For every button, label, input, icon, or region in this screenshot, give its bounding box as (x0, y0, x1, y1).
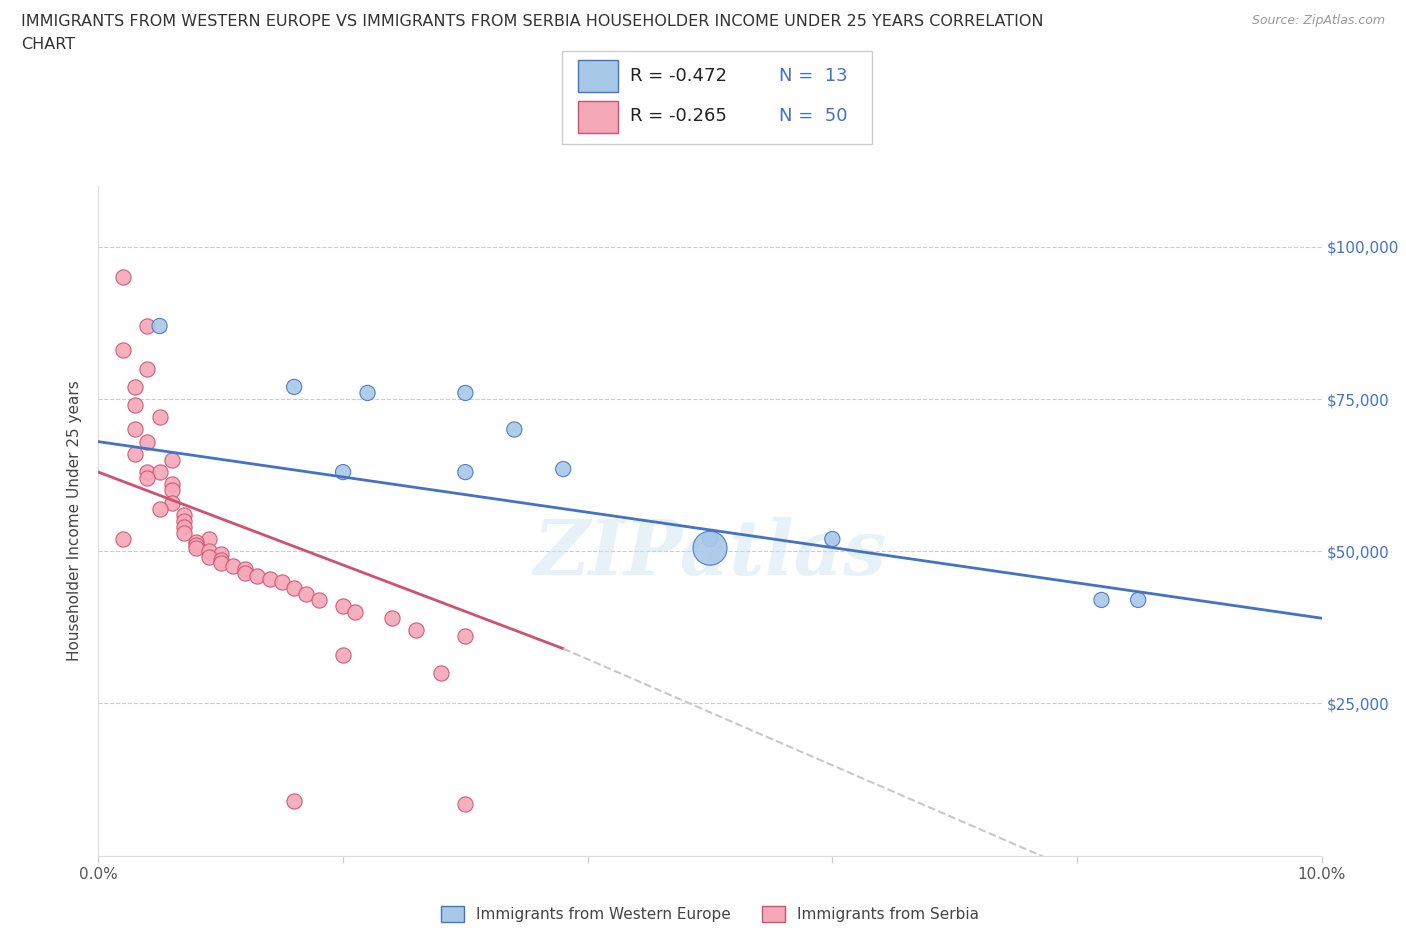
Point (173, 507, 195, 522)
Point (160, 477, 183, 492)
Point (136, 465, 159, 480)
Point (454, 629, 477, 644)
Point (136, 319, 159, 334)
Point (173, 513, 195, 528)
Point (283, 379, 305, 394)
Text: N =  13: N = 13 (779, 67, 848, 86)
Legend: Immigrants from Western Europe, Immigrants from Serbia: Immigrants from Western Europe, Immigran… (434, 900, 986, 928)
Text: CHART: CHART (21, 37, 75, 52)
Point (124, 379, 146, 394)
FancyBboxPatch shape (578, 60, 619, 92)
Point (283, 793, 305, 808)
Point (222, 559, 245, 574)
Point (332, 465, 354, 480)
Point (136, 434, 159, 449)
Point (308, 592, 330, 607)
Point (209, 556, 232, 571)
Point (454, 465, 477, 480)
Point (332, 647, 354, 662)
Text: IMMIGRANTS FROM WESTERN EUROPE VS IMMIGRANTS FROM SERBIA HOUSEHOLDER INCOME UNDE: IMMIGRANTS FROM WESTERN EUROPE VS IMMIGR… (21, 14, 1043, 29)
Point (1128, 592, 1150, 607)
Text: ZIPatlas: ZIPatlas (533, 517, 887, 591)
Point (173, 520, 195, 535)
Point (405, 623, 427, 638)
Point (160, 483, 183, 498)
Point (209, 553, 232, 568)
Point (821, 532, 844, 547)
Point (149, 501, 172, 516)
Point (124, 446, 146, 461)
Point (186, 540, 208, 555)
Point (197, 550, 219, 565)
Point (149, 319, 172, 334)
Point (283, 580, 305, 595)
Point (111, 532, 134, 547)
Point (553, 461, 575, 476)
FancyBboxPatch shape (578, 101, 619, 133)
Point (233, 562, 256, 577)
Point (124, 398, 146, 413)
Point (160, 495, 183, 510)
Point (197, 532, 219, 547)
Point (454, 386, 477, 401)
Point (111, 270, 134, 285)
Point (136, 361, 159, 376)
Point (246, 568, 269, 583)
Point (259, 571, 281, 586)
Point (332, 599, 354, 614)
Point (186, 538, 208, 552)
Point (356, 386, 378, 401)
Y-axis label: Householder Income Under 25 years: Householder Income Under 25 years (67, 380, 83, 661)
Point (295, 587, 318, 602)
Point (430, 666, 453, 681)
Point (149, 465, 172, 480)
Point (136, 471, 159, 485)
Point (1090, 592, 1112, 607)
Point (454, 796, 477, 811)
Text: R = -0.472: R = -0.472 (630, 67, 727, 86)
Point (173, 525, 195, 540)
Point (381, 611, 404, 626)
Point (209, 547, 232, 562)
Point (270, 574, 292, 589)
Point (124, 422, 146, 437)
Point (233, 565, 256, 580)
FancyBboxPatch shape (562, 51, 872, 144)
Point (197, 544, 219, 559)
Point (160, 453, 183, 468)
Point (111, 343, 134, 358)
Point (344, 604, 367, 619)
Point (699, 532, 721, 547)
Text: R = -0.265: R = -0.265 (630, 107, 727, 126)
Point (699, 540, 721, 555)
Point (186, 535, 208, 550)
Point (149, 410, 172, 425)
Point (503, 422, 526, 437)
Text: Source: ZipAtlas.com: Source: ZipAtlas.com (1251, 14, 1385, 27)
Text: N =  50: N = 50 (779, 107, 848, 126)
